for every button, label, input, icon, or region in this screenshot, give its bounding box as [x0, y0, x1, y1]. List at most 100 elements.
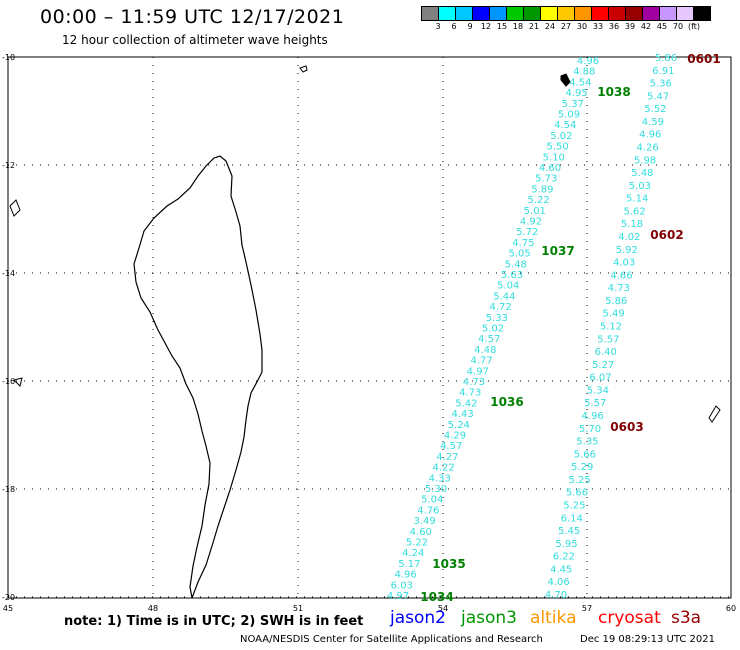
lon-tick-label: 48 [148, 604, 158, 613]
map-subtitle: 12 hour collection of altimeter wave hei… [62, 33, 328, 47]
colorbar-label: 33 [592, 22, 604, 31]
lat-tick-label: -12 [2, 161, 15, 170]
lat-tick-label: -20 [2, 593, 15, 602]
islet [299, 65, 308, 73]
swh-value: 5.98 [634, 155, 656, 166]
swh-value: 4.59 [642, 117, 664, 128]
swh-value: 4.43 [451, 409, 473, 420]
swh-value: 5.70 [579, 424, 601, 435]
swh-value: 3.49 [413, 516, 435, 527]
colorbar-label: 70 [672, 22, 684, 31]
swh-value: 4.96 [582, 411, 604, 422]
swh-value: 5.04 [421, 495, 443, 506]
swh-value: 4.57 [440, 441, 462, 452]
pass-label: 0602 [650, 228, 683, 242]
madagascar-coastline [133, 155, 263, 599]
islet [9, 199, 21, 217]
swh-value: 6.14 [561, 513, 583, 524]
swh-value: 5.45 [558, 526, 580, 537]
colorbar-label: 15 [496, 22, 508, 31]
lon-tick-label: 60 [726, 604, 736, 613]
swh-value: 4.96 [577, 56, 599, 67]
pass-label: 1036 [490, 395, 523, 409]
lon-tick-label: 57 [582, 604, 592, 613]
swh-value: 5.18 [621, 219, 643, 230]
units-note: note: 1) Time is in UTC; 2) SWH is in fe… [64, 614, 364, 629]
swh-value: 5.42 [455, 398, 477, 409]
legend-entry: jason3 [461, 608, 517, 628]
swh-value: 4.60 [410, 527, 432, 538]
generated-timestamp: Dec 19 08:29:13 UTC 2021 [580, 634, 715, 645]
swh-value: 5.36 [650, 79, 672, 90]
lon-tick-label: 54 [438, 604, 448, 613]
swh-value: 5.86 [655, 53, 677, 64]
swh-value: 4.29 [444, 431, 466, 442]
swh-value: 4.54 [554, 120, 576, 131]
swh-value: 4.45 [550, 564, 572, 575]
swh-value: 4.70 [545, 590, 567, 601]
footer-credit: NOAA/NESDIS Center for Satellite Applica… [240, 634, 543, 645]
swh-value: 4.97 [467, 366, 489, 377]
swh-value: 5.01 [524, 206, 546, 217]
swh-value: 5.50 [546, 142, 568, 153]
lat-tick-label: -16 [2, 377, 15, 386]
swh-value: 4.06 [547, 577, 569, 588]
swh-value: 5.57 [597, 334, 619, 345]
swh-value: 5.04 [497, 281, 519, 292]
swh-value: 5.35 [576, 437, 598, 448]
swh-value: 5.89 [531, 184, 553, 195]
islet [13, 377, 23, 387]
colorbar-label: 27 [560, 22, 572, 31]
swh-value: 4.95 [565, 88, 587, 99]
legend-entry: s3a [671, 608, 702, 628]
swh-value: 5.95 [555, 539, 577, 550]
colorbar-label: 9 [467, 22, 473, 31]
swh-value: 5.29 [571, 462, 593, 473]
colorbar-label: 18 [512, 22, 524, 31]
colorbar [421, 6, 711, 21]
map-frame [7, 56, 732, 599]
swh-value: 4.24 [402, 548, 424, 559]
swh-value: 5.86 [605, 296, 627, 307]
islet [560, 73, 571, 87]
swh-value: 5.66 [566, 488, 588, 499]
swh-value: 5.22 [406, 538, 428, 549]
swh-value: 4.76 [417, 505, 439, 516]
swh-value: 4.75 [512, 238, 534, 249]
swh-value: 5.47 [647, 91, 669, 102]
swh-value: 5.37 [562, 99, 584, 110]
legend-entry: altika [530, 608, 577, 628]
pass-label: 0601 [687, 52, 720, 66]
swh-value: 4.88 [573, 67, 595, 78]
swh-value: 5.57 [584, 398, 606, 409]
swh-value: 5.49 [602, 309, 624, 320]
swh-value: 5.27 [592, 360, 614, 371]
pass-label: 1037 [541, 244, 574, 258]
swh-value: 4.26 [637, 143, 659, 154]
islet [708, 405, 721, 423]
map-title: 00:00 – 11:59 UTC 12/17/2021 [40, 6, 345, 28]
colorbar-label: 3 [435, 22, 441, 31]
swh-value: 5.34 [587, 385, 609, 396]
colorbar-label: 39 [624, 22, 636, 31]
swh-value: 5.22 [527, 195, 549, 206]
lat-lon-grid [7, 56, 732, 598]
swh-value: 5.62 [623, 206, 645, 217]
swh-value: 4.72 [489, 302, 511, 313]
pass-label: 1034 [420, 590, 453, 604]
swh-value: 5.92 [616, 245, 638, 256]
swh-value: 4.27 [436, 452, 458, 463]
colorbar-label: 36 [608, 22, 620, 31]
swh-value: 4.96 [394, 570, 416, 581]
lon-tick-label: 51 [293, 604, 303, 613]
swh-value: 5.25 [563, 501, 585, 512]
swh-value: 5.12 [600, 322, 622, 333]
colorbar-label: (ft) [687, 22, 701, 31]
lat-tick-label: -18 [2, 485, 15, 494]
swh-value: 5.63 [501, 270, 523, 281]
swh-value: 4.60 [539, 163, 561, 174]
colorbar-label: 21 [528, 22, 540, 31]
swh-value: 4.48 [474, 345, 496, 356]
swh-value: 5.10 [543, 152, 565, 163]
